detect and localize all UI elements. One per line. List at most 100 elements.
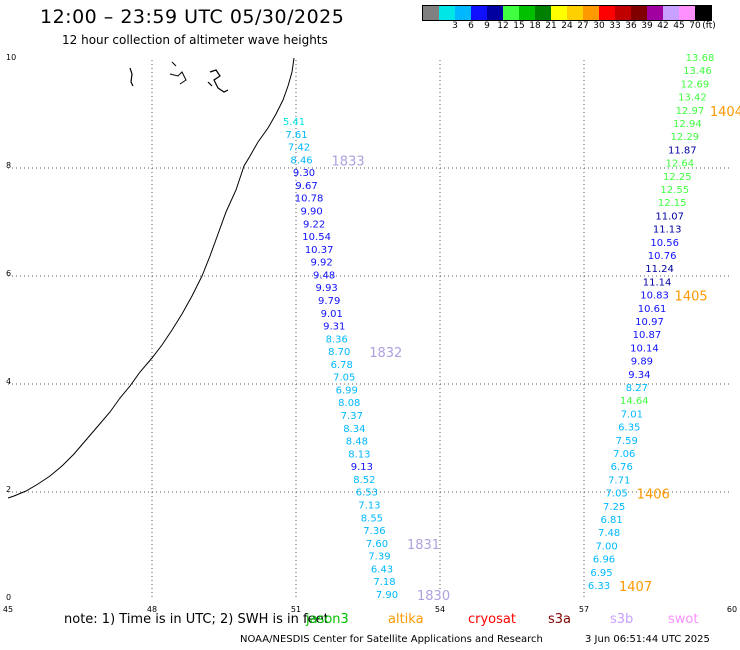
wave-height-label: 8.36 [326, 334, 348, 345]
scale-unit: (ft) [702, 21, 716, 31]
scale-label: 30 [593, 21, 605, 31]
scale-label: 15 [513, 21, 525, 31]
wave-height-label: 6.33 [588, 581, 610, 592]
pass-time-label: 1407 [619, 580, 652, 595]
wave-height-label: 10.87 [633, 330, 662, 341]
wave-height-label: 6.99 [336, 385, 358, 396]
y-tick-label: 8 [6, 161, 11, 170]
credit-text: NOAA/NESDIS Center for Satellite Applica… [240, 634, 543, 645]
wave-height-label: 10.83 [640, 291, 669, 302]
wave-height-label: 7.59 [616, 436, 638, 447]
wave-height-label: 7.06 [613, 449, 635, 460]
scale-swatch [423, 6, 439, 20]
wave-height-label: 11.14 [643, 277, 672, 288]
x-tick-label: 45 [3, 605, 13, 614]
scale-label: 12 [497, 21, 509, 31]
scale-label: 3 [452, 21, 458, 31]
wave-height-label: 7.05 [606, 489, 628, 500]
wave-height-label: 7.39 [368, 552, 390, 563]
satellite-legend-item: cryosat [468, 612, 516, 627]
pass-time-label: 1830 [417, 589, 450, 604]
wave-height-label: 8.70 [328, 347, 350, 358]
wave-height-label: 14.64 [620, 396, 649, 407]
x-tick-label: 48 [147, 605, 157, 614]
wave-height-label: 9.22 [303, 219, 325, 230]
wave-height-label: 7.18 [373, 577, 395, 588]
satellite-legend-item: s3b [610, 612, 634, 627]
wave-height-label: 10.56 [650, 238, 679, 249]
coastline [7, 57, 295, 499]
pass-time-label: 1404 [710, 105, 740, 120]
wave-height-label: 12.15 [658, 198, 687, 209]
wave-height-label: 6.76 [611, 462, 633, 473]
scale-label: 6 [468, 21, 474, 31]
wave-height-label: 7.90 [376, 590, 398, 601]
wave-height-label: 12.97 [676, 106, 705, 117]
scale-swatch [439, 6, 455, 20]
wave-height-label: 7.37 [341, 411, 363, 422]
scale-swatch [551, 6, 567, 20]
scale-swatch [583, 6, 599, 20]
timestamp-text: 3 Jun 06:51:44 UTC 2025 [585, 634, 710, 645]
page-subtitle: 12 hour collection of altimeter wave hei… [62, 33, 328, 47]
wave-height-label: 9.01 [321, 309, 343, 320]
scale-label: 18 [529, 21, 541, 31]
wave-height-label: 10.76 [648, 251, 677, 262]
wave-height-label: 8.34 [343, 424, 365, 435]
wave-height-label: 13.68 [686, 53, 715, 64]
y-tick-label: 2 [6, 485, 11, 494]
wave-height-label: 11.13 [653, 225, 682, 236]
wave-height-label: 11.24 [645, 264, 674, 275]
wave-height-label: 12.25 [663, 172, 692, 183]
wave-height-label: 7.60 [366, 539, 388, 550]
wave-height-label: 7.00 [595, 541, 617, 552]
wave-height-label: 8.52 [353, 475, 375, 486]
wave-height-label: 8.46 [290, 155, 312, 166]
page-title: 12:00 – 23:59 UTC 05/30/2025 [40, 6, 345, 28]
scale-label: 45 [673, 21, 685, 31]
wave-height-label: 5.41 [283, 117, 305, 128]
wave-height-label: 10.54 [302, 232, 331, 243]
wave-height-label: 8.08 [338, 398, 360, 409]
wave-height-label: 9.31 [323, 322, 345, 333]
wave-height-label: 9.30 [293, 168, 315, 179]
satellite-legend-item: s3a [548, 612, 572, 627]
pass-time-label: 1833 [332, 154, 365, 169]
island-outline [129, 67, 134, 87]
wave-height-label: 7.48 [598, 528, 620, 539]
wave-height-label: 8.13 [348, 449, 370, 460]
wave-height-label: 9.90 [300, 206, 322, 217]
wave-height-label: 7.71 [608, 475, 630, 486]
wave-height-label: 10.37 [305, 245, 334, 256]
y-tick-label: 0 [6, 593, 11, 602]
wave-height-label: 10.14 [630, 343, 659, 354]
wave-height-label: 9.79 [318, 296, 340, 307]
wave-height-label: 9.89 [631, 357, 653, 368]
scale-label: 39 [641, 21, 653, 31]
scale-label: 42 [657, 21, 669, 31]
wave-height-label: 6.43 [371, 564, 393, 575]
scale-swatch [471, 6, 487, 20]
wave-height-label: 12.64 [665, 159, 694, 170]
wave-height-label: 9.34 [628, 370, 650, 381]
wave-height-label: 10.61 [638, 304, 667, 315]
wave-height-label: 6.81 [600, 515, 622, 526]
x-tick-label: 54 [435, 605, 445, 614]
x-tick-label: 51 [291, 605, 301, 614]
scale-swatch [503, 6, 519, 20]
wave-height-label: 6.95 [590, 568, 612, 579]
pass-time-label: 1405 [675, 290, 708, 305]
wave-height-label: 6.53 [356, 488, 378, 499]
wave-height-label: 11.87 [668, 145, 697, 156]
wave-height-label: 12.69 [681, 79, 710, 90]
scale-label: 36 [625, 21, 637, 31]
wave-height-label: 9.92 [311, 258, 333, 269]
scale-swatch [647, 6, 663, 20]
scale-swatch [455, 6, 471, 20]
y-tick-label: 10 [6, 53, 16, 62]
satellite-legend-item: altika [388, 612, 424, 627]
wave-height-label: 8.27 [626, 383, 648, 394]
scale-label: 27 [577, 21, 589, 31]
wave-height-label: 12.55 [660, 185, 689, 196]
